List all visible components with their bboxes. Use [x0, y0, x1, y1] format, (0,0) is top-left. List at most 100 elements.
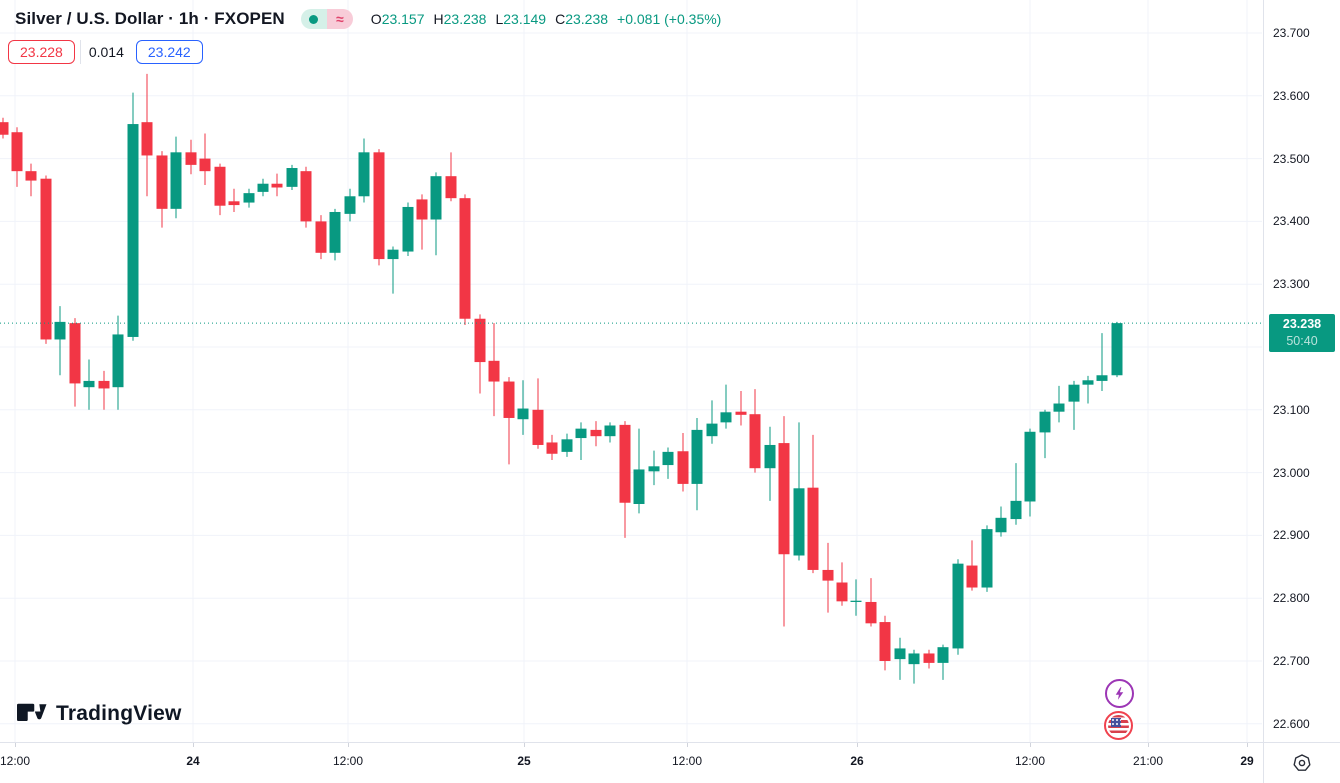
quote-row: 23.228 0.014 23.242	[8, 40, 203, 64]
time-axis-label: 21:00	[1132, 754, 1164, 768]
spread-value: 0.014	[88, 44, 124, 60]
candle-body	[532, 409, 544, 445]
candle-body	[908, 653, 920, 665]
candle-body	[952, 563, 964, 649]
candle-body	[1053, 403, 1065, 412]
candle-body	[474, 318, 486, 363]
candle-body	[937, 647, 949, 663]
low-label: L	[495, 11, 504, 27]
delayed-data-half: ≈	[326, 9, 353, 29]
candle-body	[1082, 380, 1094, 385]
price-axis-label: 23.300	[1273, 277, 1310, 292]
candle-body	[836, 582, 848, 602]
time-axis-tick	[1148, 743, 1149, 747]
quote-divider	[79, 40, 81, 64]
time-axis-tick	[193, 743, 194, 747]
price-axis-label: 23.100	[1273, 402, 1310, 417]
close-label: C	[555, 11, 566, 27]
candle-body	[416, 199, 428, 220]
market-status-badge[interactable]: ≈	[300, 9, 353, 29]
candle-body	[778, 443, 790, 555]
tradingview-logo[interactable]: TradingView	[15, 700, 182, 728]
candle-body	[402, 206, 414, 252]
high-value: 23.238	[443, 11, 487, 27]
chart-header: Silver / U.S. Dollar · 1h · FXOPEN ≈ O23…	[15, 9, 721, 29]
price-axis-label: 23.400	[1273, 214, 1310, 229]
candle-body	[517, 408, 529, 420]
price-axis[interactable]: 23.238 50:40 23.700 23.600 23.500 23.400 23.…	[1263, 0, 1340, 742]
candle-body	[373, 152, 385, 260]
candle-body	[981, 529, 993, 588]
candle-body	[706, 423, 718, 437]
candle-body	[286, 168, 298, 187]
candle-body	[1024, 431, 1036, 502]
us-flag-button[interactable]	[1104, 711, 1133, 740]
candlestick-chart	[0, 0, 1262, 742]
chart-plot[interactable]: Silver / U.S. Dollar · 1h · FXOPEN ≈ O23…	[0, 0, 1262, 742]
time-axis-label: 29	[1240, 754, 1254, 768]
candle-body	[170, 152, 182, 209]
candle-body	[430, 176, 442, 220]
candle-body	[98, 380, 110, 389]
candle-body	[546, 442, 558, 454]
candle-body	[822, 569, 834, 581]
candle-body	[720, 412, 732, 423]
close-value: 23.238	[565, 11, 609, 27]
ask-button[interactable]: 23.242	[135, 40, 203, 64]
candle-body	[604, 425, 616, 437]
time-axis-label: 12:00	[0, 754, 31, 768]
candle-body	[1010, 500, 1022, 520]
candle-body	[127, 124, 139, 337]
price-axis-label: 22.800	[1273, 591, 1310, 606]
time-axis-tick	[348, 743, 349, 747]
time-axis[interactable]: 12:00 24 12:00 25 12:00 26 12:00 21:00 29	[0, 742, 1263, 783]
ohlc-values: O23.157 H23.238 L23.149 C23.238 +0.081 (…	[371, 11, 722, 27]
candle-body	[156, 155, 168, 209]
candle-body	[966, 565, 978, 588]
time-axis-tick	[1247, 743, 1248, 747]
candle-body	[11, 132, 23, 172]
candle-body	[300, 171, 312, 222]
lightning-bolt-icon	[1115, 687, 1124, 700]
candle-body	[807, 487, 819, 570]
candle-body	[257, 183, 269, 192]
us-flag-icon	[1108, 715, 1129, 736]
tradingview-logo-icon	[17, 703, 47, 721]
symbol-title[interactable]: Silver / U.S. Dollar · 1h · FXOPEN	[15, 9, 285, 28]
candle-body	[141, 122, 153, 156]
axis-corner	[1263, 742, 1340, 783]
market-open-dot-icon	[309, 14, 319, 24]
candle-body	[633, 469, 645, 504]
candle-body	[503, 381, 515, 418]
bid-button[interactable]: 23.228	[8, 40, 75, 64]
high-label: H	[433, 11, 444, 27]
flag-canton	[1110, 718, 1122, 728]
price-axis-label: 22.700	[1273, 654, 1310, 668]
flash-ideas-button[interactable]	[1105, 679, 1134, 708]
candle-body	[199, 158, 211, 172]
low-value: 23.149	[503, 11, 547, 27]
price-axis-label: 22.900	[1273, 528, 1310, 543]
time-axis-label: 25	[517, 754, 531, 768]
candle-body	[358, 152, 370, 197]
time-axis-tick	[1030, 743, 1031, 747]
candle-body	[112, 334, 124, 388]
price-scale-settings-gear-icon[interactable]	[1292, 753, 1312, 773]
bar-countdown: 50:40	[1286, 334, 1318, 349]
price-axis-label: 23.000	[1273, 465, 1310, 480]
candle-body	[0, 122, 9, 135]
market-open-half	[300, 9, 327, 29]
candle-body	[662, 451, 674, 466]
candle-body	[850, 600, 862, 602]
candle-body	[764, 444, 776, 469]
price-axis-label: 23.500	[1273, 151, 1310, 166]
open-value: 23.157	[381, 11, 425, 27]
candle-body	[793, 488, 805, 556]
current-price-value: 23.238	[1282, 317, 1322, 332]
candle-body	[677, 451, 689, 484]
time-axis-tick	[857, 743, 858, 747]
approx-icon: ≈	[335, 11, 344, 27]
candle-body	[69, 323, 81, 384]
candle-body	[459, 198, 471, 319]
